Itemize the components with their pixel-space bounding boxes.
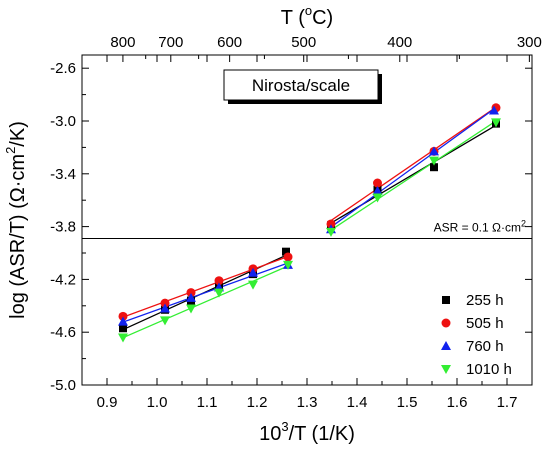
annotation-box: Nirosta/scale	[223, 69, 382, 104]
x-tick-label: 1.3	[297, 394, 318, 411]
top-tick-label: 700	[158, 34, 183, 51]
data-point	[372, 185, 383, 195]
y-tick-label: -5.0	[50, 377, 76, 394]
data-point	[118, 311, 128, 321]
data-point	[248, 280, 258, 290]
x-tick-label: 1.1	[197, 394, 218, 411]
markers-layer	[118, 103, 501, 343]
top-axis-title-rest: C)	[312, 7, 333, 29]
data-point	[326, 227, 336, 237]
data-point	[214, 288, 224, 298]
reference-line-label-text: ASR = 0.1 Ω·cm	[434, 220, 521, 234]
y-tick-label: -4.6	[50, 324, 76, 341]
legend-marker	[441, 318, 451, 328]
reference-line-label-sup: 2	[521, 218, 526, 228]
data-point	[160, 303, 170, 313]
x-axis-title: 103/T (1/K)	[259, 419, 355, 445]
fit-line	[122, 265, 289, 339]
y-tick-label: -4.2	[50, 271, 76, 288]
annotation-text: Nirosta/scale	[252, 76, 350, 95]
data-point	[118, 333, 128, 343]
y-axis-title: log (ASR/T) (Ω·cm2/K)	[3, 121, 29, 319]
legend-label: 505 h	[466, 315, 504, 332]
fit-lines-layer	[122, 106, 497, 339]
top-tick-label: 500	[291, 34, 316, 51]
data-point	[186, 288, 196, 298]
data-point	[372, 193, 383, 203]
top-axis-title-base: T (	[281, 7, 305, 29]
data-point	[160, 298, 170, 308]
legend-marker	[441, 365, 451, 374]
y-tick-label: -3.8	[50, 219, 76, 236]
data-point	[430, 163, 438, 172]
fit-line	[122, 262, 289, 323]
data-point	[248, 267, 258, 277]
data-point	[119, 324, 127, 333]
fit-line	[330, 120, 497, 231]
legend-label: 255 h	[466, 292, 504, 309]
x-tick-label: 1.6	[447, 394, 468, 411]
x-tick-label: 1.7	[497, 394, 518, 411]
data-point	[283, 260, 293, 270]
fit-line	[330, 108, 495, 228]
x-axis-title-base: 10	[259, 423, 281, 445]
legend: 255 h 505 h 760 h 1010 h	[441, 292, 512, 378]
y-axis-title-base: log (ASR/T) (Ω·cm	[7, 154, 29, 319]
top-axis-title-sup: o	[305, 3, 312, 18]
data-point	[118, 316, 128, 326]
data-point	[160, 316, 170, 326]
reference-layer: ASR = 0.1 Ω·cm2	[82, 218, 532, 239]
y-tick-label: -2.6	[50, 60, 76, 77]
y-tick-label: -3.0	[50, 113, 76, 130]
x-axis-title-rest: /T (1/K)	[289, 423, 355, 445]
data-point	[429, 156, 439, 166]
x-tick-label: 1.0	[147, 394, 168, 411]
top-tick-label: 400	[387, 34, 412, 51]
data-point	[489, 105, 499, 115]
top-tick-label: 300	[517, 34, 542, 51]
data-point	[186, 292, 196, 302]
y-tick-label: -3.4	[50, 166, 76, 183]
reference-line-label: ASR = 0.1 Ω·cm2	[434, 218, 526, 234]
x-tick-label: 1.2	[247, 394, 268, 411]
data-point	[373, 178, 382, 188]
legend-label: 760 h	[466, 338, 504, 355]
data-point	[283, 252, 293, 262]
ticks-layer: 0.9 1.0 1.1 1.2 1.3 1.4 1.5 1.6 1.7 -2.6 -3.0 -3.4 -…	[50, 34, 542, 411]
x-tick-label: 1.4	[347, 394, 368, 411]
data-point	[186, 304, 196, 314]
legend-label: 1010 h	[466, 361, 512, 378]
data-point	[282, 247, 290, 256]
top-tick-label: 800	[110, 34, 135, 51]
x-tick-label: 1.5	[397, 394, 418, 411]
x-tick-label: 0.9	[97, 394, 118, 411]
top-axis-title: T (oC)	[281, 3, 333, 29]
data-point	[429, 146, 439, 156]
fit-line	[330, 106, 497, 222]
annotation-frame	[223, 69, 379, 101]
x-axis-title-sup: 3	[281, 419, 288, 434]
legend-marker	[442, 296, 450, 304]
y-axis-title-sup: 2	[3, 147, 18, 154]
legend-marker	[441, 341, 451, 350]
y-axis-title-rest: /K)	[7, 121, 29, 147]
top-tick-label: 600	[217, 34, 242, 51]
fit-line	[122, 255, 289, 318]
data-point	[491, 118, 501, 128]
data-point	[326, 219, 336, 229]
data-point	[214, 276, 224, 286]
